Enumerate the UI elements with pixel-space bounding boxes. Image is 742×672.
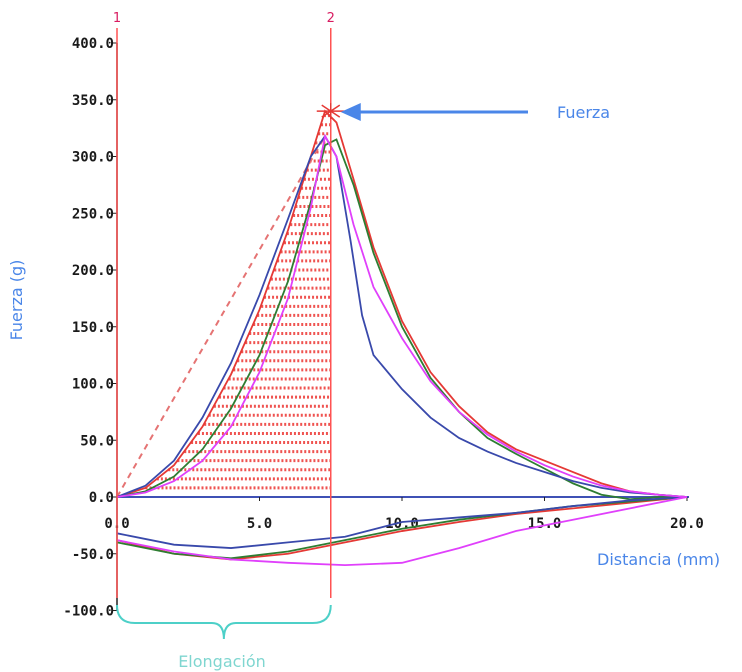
x-tick-label: 15.0 (528, 516, 562, 532)
y-tick-label: 50.0 (80, 433, 114, 449)
y-tick-label: 100.0 (72, 377, 114, 393)
series-line-2 (116, 134, 688, 498)
peak-label: Fuerza (557, 103, 610, 122)
peak-star (316, 103, 345, 120)
elongation-label: Elongación (178, 652, 266, 671)
y-tick-label: 300.0 (72, 150, 114, 166)
y-tick-label: -100.0 (63, 604, 114, 620)
series-line-1 (116, 138, 687, 501)
area-hatch (145, 114, 331, 490)
peak-arrow-head (340, 103, 361, 121)
marker-label-1: 1 (113, 11, 121, 26)
elongation-bracket (116, 604, 332, 640)
series-line-3 (116, 133, 688, 498)
series-return-3 (116, 496, 688, 567)
gradient-line (116, 135, 326, 498)
x-axis-label: Distancia (mm) (597, 550, 720, 569)
y-axis-label: Fuerza (g) (7, 260, 26, 341)
y-tick-label: 200.0 (72, 263, 114, 279)
x-tick-label: 5.0 (247, 516, 272, 532)
y-tick-label: 0.0 (89, 490, 114, 506)
series-return-2 (116, 496, 688, 549)
y-tick-label: 250.0 (72, 206, 114, 222)
y-tick-label: 350.0 (72, 93, 114, 109)
series-line-0 (116, 109, 688, 498)
y-tick-label: 150.0 (72, 320, 114, 336)
y-tick-label: 400.0 (72, 36, 114, 52)
tick-labels: 400.0 350.0 300.0 250.0 200.0 150.0 100.0 50.0 0… (63, 36, 703, 620)
marker-label-2: 2 (327, 11, 335, 26)
x-tick-label: 20.0 (670, 516, 704, 532)
data-series (116, 109, 688, 567)
y-tick-label: -50.0 (72, 547, 114, 563)
